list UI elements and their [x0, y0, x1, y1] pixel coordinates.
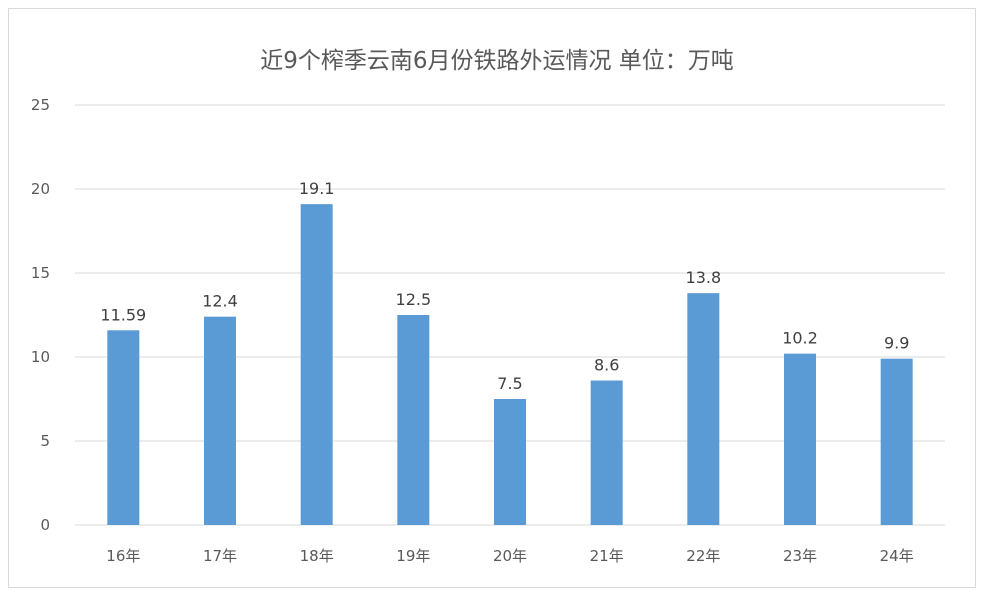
data-label: 12.5: [396, 290, 432, 309]
bar: [590, 380, 623, 525]
y-tick-label: 0: [40, 516, 50, 534]
chart-frame: [8, 8, 976, 588]
y-tick-label: 10: [31, 348, 50, 366]
data-label: 7.5: [497, 374, 522, 393]
bar: [494, 399, 526, 525]
bar: [397, 315, 430, 525]
data-label: 11.59: [100, 305, 146, 324]
x-tick-label: 19年: [396, 547, 430, 565]
x-tick-label: 22年: [686, 547, 720, 565]
y-tick-label: 5: [40, 432, 50, 450]
x-tick-label: 18年: [300, 547, 334, 565]
x-tick-label: 20年: [493, 547, 527, 565]
x-tick-label: 24年: [880, 547, 914, 565]
data-label: 10.2: [782, 329, 818, 348]
bar: [204, 316, 236, 525]
bar: [300, 204, 333, 525]
y-tick-label: 25: [31, 96, 50, 114]
bar: [784, 353, 816, 525]
bar: [880, 358, 913, 525]
data-label: 8.6: [594, 356, 619, 375]
bar: [107, 330, 140, 525]
x-tick-label: 23年: [783, 547, 817, 565]
data-label: 19.1: [299, 179, 335, 198]
x-tick-label: 21年: [590, 547, 624, 565]
y-tick-label: 15: [31, 264, 50, 282]
chart-title: 近9个榨季云南6月份铁路外运情况 单位：万吨: [260, 48, 734, 74]
data-label: 9.9: [884, 334, 909, 353]
data-label: 13.8: [686, 268, 722, 287]
x-tick-label: 17年: [203, 547, 237, 565]
x-tick-label: 16年: [106, 547, 140, 565]
bar: [687, 293, 720, 525]
y-tick-label: 20: [31, 180, 50, 198]
data-label: 12.4: [202, 292, 238, 311]
